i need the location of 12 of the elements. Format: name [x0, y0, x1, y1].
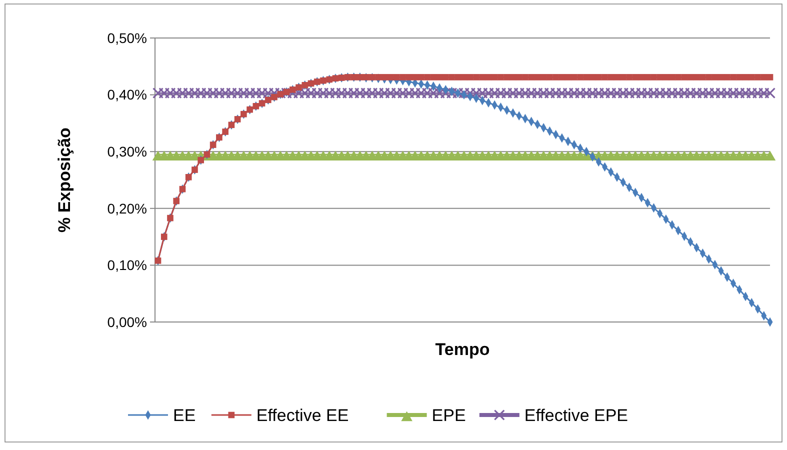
- y-axis-title: % Exposição: [55, 128, 74, 232]
- y-tick-label: 0,20%: [107, 200, 147, 216]
- y-tick-label: 0,10%: [107, 257, 147, 274]
- legend-label: Effective EPE: [524, 406, 628, 425]
- x-axis-title: Tempo: [435, 340, 490, 359]
- y-tick-label: 0,30%: [107, 144, 147, 160]
- legend-label: EE: [173, 406, 196, 425]
- y-tick-label: 0,50%: [107, 30, 147, 46]
- legend-label: Effective EE: [256, 406, 349, 425]
- y-tick-label: 0,40%: [107, 86, 147, 103]
- legend-label: EPE: [432, 406, 466, 425]
- y-tick-label: 0,00%: [107, 314, 147, 330]
